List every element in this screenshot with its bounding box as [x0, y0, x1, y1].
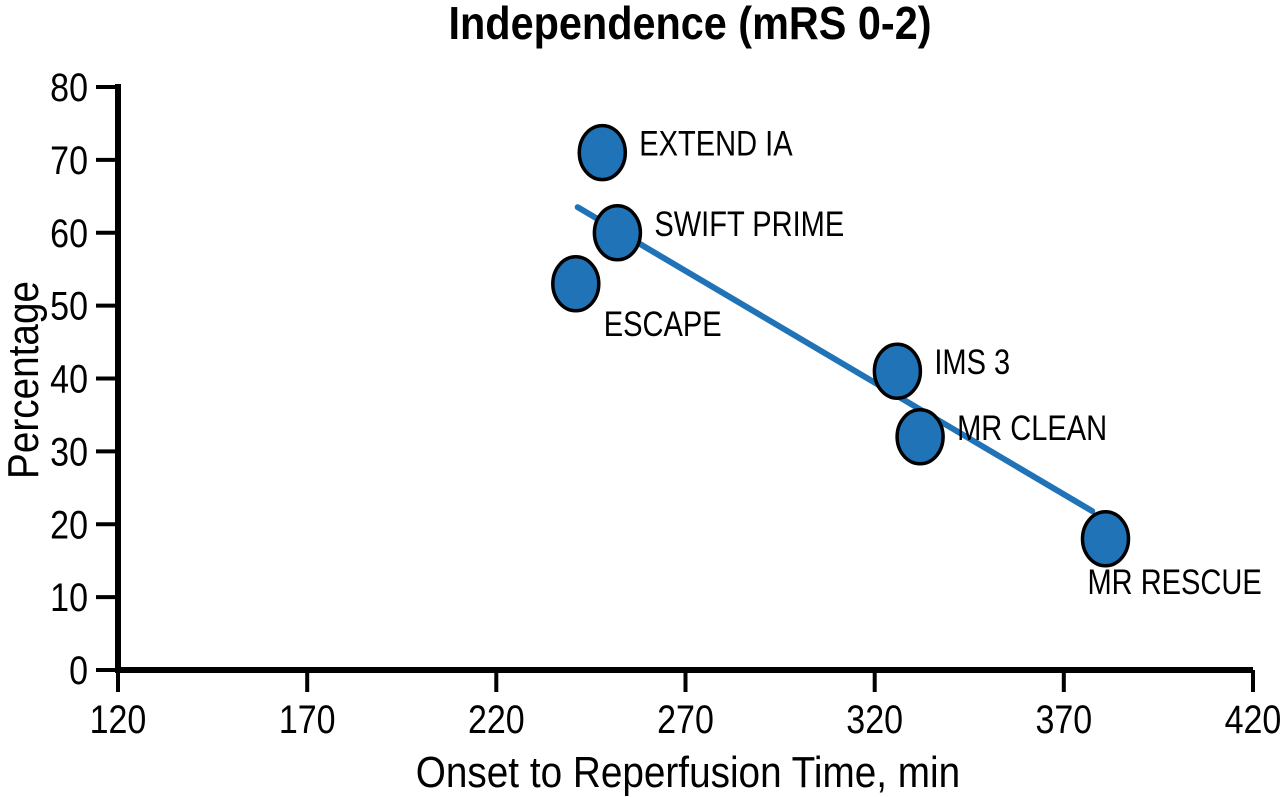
data-point-extend-ia	[577, 123, 628, 182]
data-point-label-mr-rescue: MR RESCUE	[1087, 562, 1261, 601]
y-tick-label: 40	[50, 356, 88, 401]
x-tick-label: 120	[90, 696, 147, 741]
y-tick-label: 20	[50, 502, 88, 547]
data-point-label-swift-prime: SWIFT PRIME	[654, 204, 844, 243]
data-point-label-mr-clean: MR CLEAN	[957, 408, 1107, 447]
x-tick-label: 420	[1225, 696, 1280, 741]
x-tick-label: 220	[468, 696, 525, 741]
x-tick-label: 370	[1036, 696, 1093, 741]
x-tick-label: 320	[846, 696, 903, 741]
axes-frame	[115, 84, 1253, 673]
y-axis-title: Percentage	[0, 281, 48, 479]
x-axis-title: Onset to Reperfusion Time, min	[416, 747, 960, 797]
y-tick-label: 60	[50, 210, 88, 255]
y-tick-label: 10	[50, 574, 88, 619]
y-tick-label: 30	[50, 429, 88, 474]
data-point-swift-prime	[592, 204, 643, 262]
data-point-ims-3	[872, 342, 923, 400]
chart-title: Independence (mRS 0-2)	[449, 0, 932, 50]
x-tick-label: 270	[657, 696, 714, 741]
data-point-mr-rescue	[1080, 510, 1131, 568]
data-point-label-ims-3: IMS 3	[934, 343, 1010, 382]
y-tick-label: 50	[50, 283, 88, 328]
y-tick-label: 70	[50, 137, 88, 182]
y-tick-label: 80	[50, 64, 88, 109]
x-tick-label: 170	[279, 696, 336, 741]
data-point-label-extend-ia: EXTEND IA	[639, 124, 793, 163]
trend-line	[574, 204, 1096, 515]
data-point-label-escape: ESCAPE	[604, 304, 722, 343]
data-point-escape	[551, 255, 601, 313]
data-point-mr-clean	[895, 408, 945, 466]
y-tick-label: 0	[69, 647, 88, 692]
